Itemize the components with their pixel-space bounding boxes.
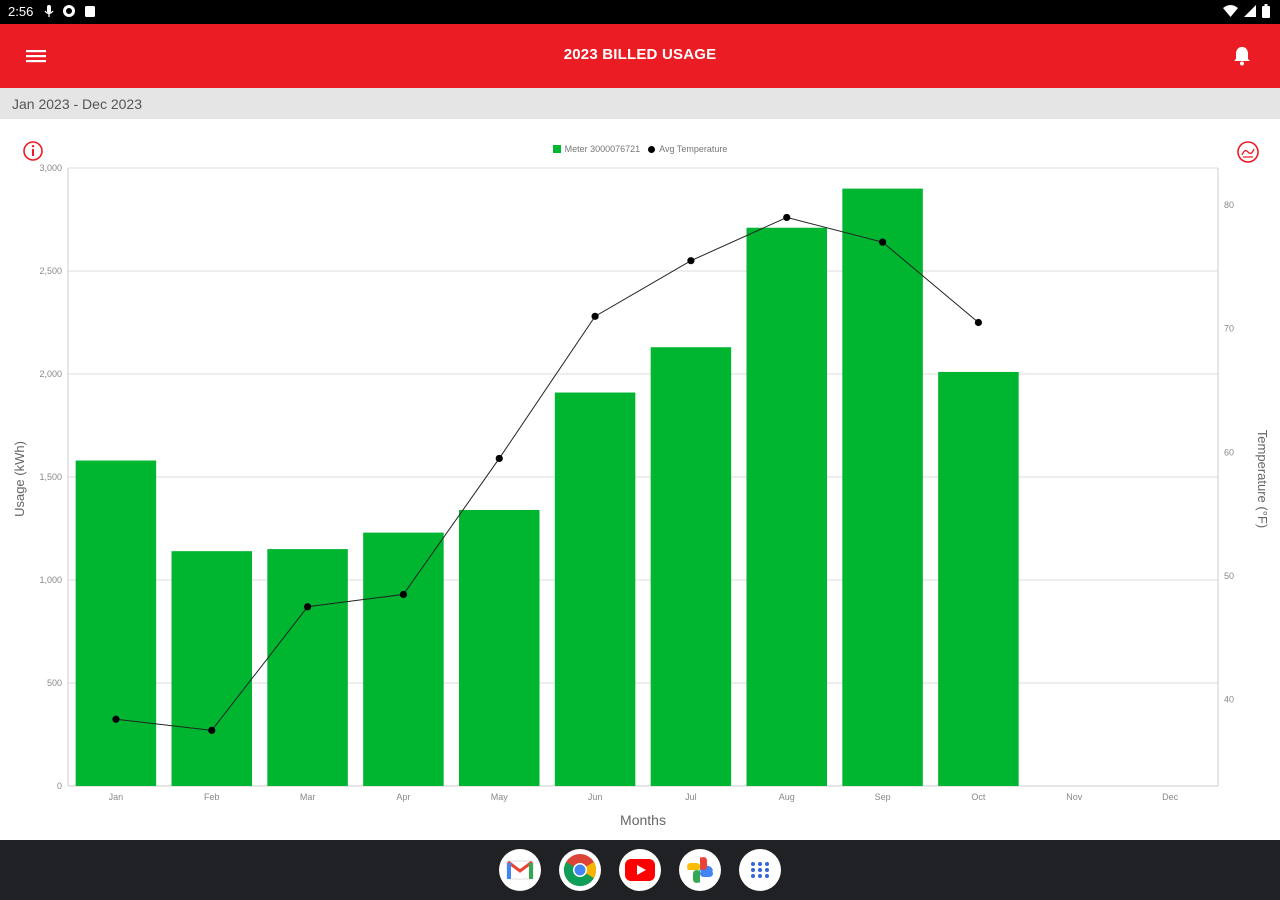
temperature-point (303, 603, 312, 611)
temperature-point (878, 238, 887, 246)
hamburger-menu-icon (26, 50, 46, 63)
temperature-point (783, 213, 791, 222)
temperature-point (112, 715, 120, 723)
legend-swatch-bar (552, 145, 561, 153)
mic-icon (44, 5, 54, 17)
y-tick-label: 1,000 (39, 575, 62, 585)
clipboard-icon (85, 6, 95, 17)
x-tick-label: Oct (971, 792, 986, 802)
gmail-icon (506, 860, 534, 880)
dock-app-chrome[interactable] (559, 849, 601, 891)
status-system-icons (1223, 4, 1270, 18)
x-tick-label: Aug (779, 792, 795, 802)
temperature-point (974, 318, 983, 327)
legend-item-meter: Meter 3000076721 (552, 144, 641, 154)
dock-app-drawer[interactable] (739, 849, 781, 891)
chart-legend: Meter 3000076721 Avg Temperature (0, 144, 1280, 154)
info-icon (23, 141, 43, 161)
temperature-point (591, 312, 599, 320)
temperature-point (687, 257, 695, 265)
y-tick-label: 500 (47, 678, 62, 688)
status-time: 2:56 (8, 4, 34, 19)
x-tick-label: Nov (1066, 792, 1083, 802)
usage-bar (267, 549, 348, 786)
x-axis-title: Months (620, 812, 666, 828)
usage-bar (75, 460, 157, 786)
x-tick-label: Jan (109, 792, 124, 802)
legend-item-temperature: Avg Temperature (648, 144, 727, 154)
x-tick-label: Feb (204, 792, 220, 802)
y2-tick-label: 80 (1224, 200, 1234, 210)
y2-axis-title: Temperature (°F) (1255, 430, 1270, 528)
signal-icon (1244, 5, 1256, 17)
x-tick-label: Apr (396, 792, 410, 802)
date-range-bar: Jan 2023 - Dec 2023 (0, 88, 1280, 119)
legend-label-meter: Meter 3000076721 (564, 144, 641, 154)
y-axis-title: Usage (kWh) (12, 441, 27, 517)
usage-chart-area: 0 500 1,000 1,500 2,000 2,500 3,000 40 50 60 70 80 J… (0, 119, 1280, 840)
battery-icon (1262, 4, 1270, 18)
dock-app-youtube[interactable] (619, 849, 661, 891)
page-title: 2023 BILLED USAGE (563, 46, 717, 63)
x-tick-label: May (491, 792, 509, 802)
x-tick-label: Jul (685, 792, 697, 802)
temperature-point (208, 726, 216, 734)
temperature-line (115, 216, 979, 731)
app-drawer-icon (751, 862, 769, 878)
info-button[interactable] (22, 140, 44, 162)
y-tick-label: 3,000 (39, 163, 62, 173)
y2-tick-label: 60 (1224, 447, 1234, 457)
dock-app-gmail[interactable] (499, 849, 541, 891)
y-tick-label: 2,000 (39, 369, 62, 379)
usage-bar (842, 188, 923, 787)
y-tick-label: 0 (57, 781, 62, 791)
legend-label-temperature: Avg Temperature (659, 144, 728, 154)
y-tick-label: 2,500 (39, 266, 62, 276)
temperature-point (399, 590, 408, 599)
date-range-label: Jan 2023 - Dec 2023 (12, 96, 142, 112)
bell-icon (1234, 47, 1250, 66)
x-tick-label: Mar (300, 792, 316, 802)
status-bar: 2:56 (0, 0, 1280, 24)
temperature-point (495, 454, 503, 463)
chrome-icon (563, 854, 597, 887)
usage-bar (363, 532, 444, 786)
temperature-toggle-button[interactable] (1236, 140, 1260, 164)
dock-app-photos[interactable] (679, 849, 721, 891)
taskbar (0, 840, 1280, 900)
usage-bar (554, 392, 636, 786)
notifications-button[interactable] (1228, 42, 1256, 70)
y2-tick-label: 50 (1224, 571, 1234, 581)
usage-chart: 0 500 1,000 1,500 2,000 2,500 3,000 40 50 60 70 80 J… (12, 163, 1270, 828)
usage-bar (746, 227, 827, 786)
usage-bar (938, 371, 1019, 786)
temperature-icon (1237, 141, 1259, 163)
x-tick-label: Dec (1162, 792, 1179, 802)
status-notification-icons (44, 4, 96, 18)
usage-bar (459, 509, 540, 786)
usage-bar (650, 347, 732, 786)
x-tick-label: Sep (875, 792, 891, 802)
y2-tick-label: 40 (1224, 694, 1234, 704)
app-dock (0, 849, 1280, 891)
menu-button[interactable] (20, 40, 52, 72)
photos-icon (687, 857, 713, 883)
app-bar: 2023 BILLED USAGE (0, 24, 1280, 88)
sync-icon (63, 5, 75, 17)
y2-tick-label: 70 (1224, 324, 1234, 334)
youtube-icon (625, 859, 655, 881)
wifi-icon (1223, 5, 1238, 17)
y-tick-label: 1,500 (39, 472, 62, 482)
legend-swatch-line (648, 145, 656, 153)
usage-bar (171, 551, 252, 786)
x-tick-label: Jun (588, 792, 603, 802)
